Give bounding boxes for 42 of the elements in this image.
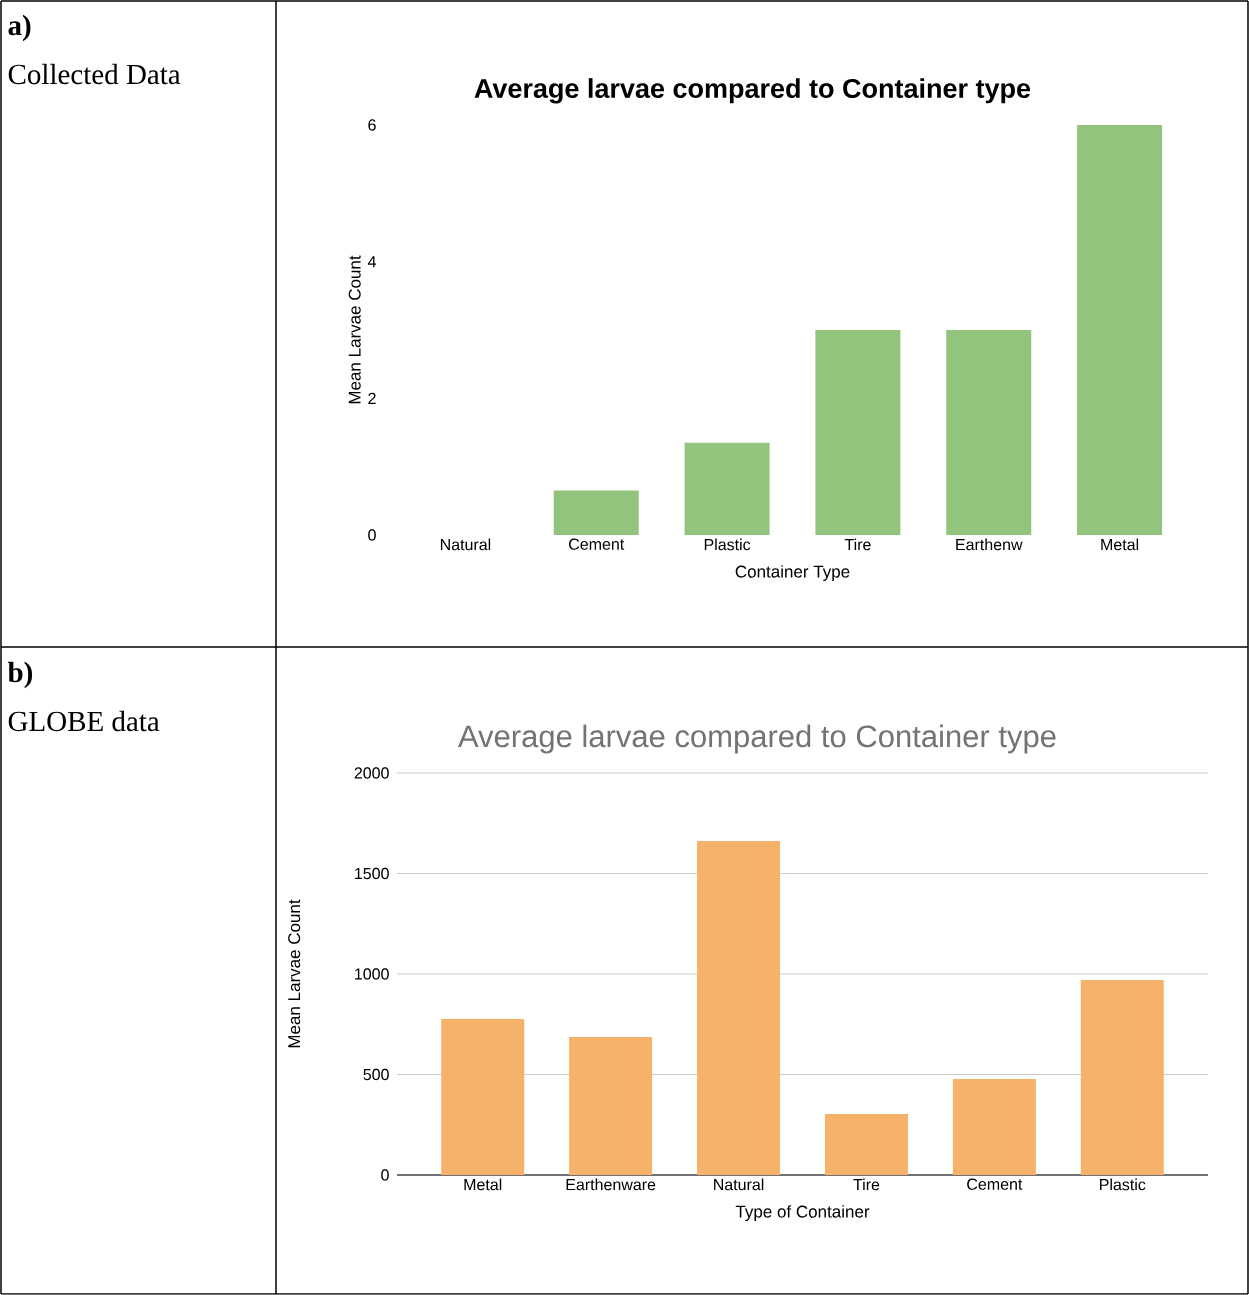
chart-title: Average larvae compared to Container type <box>458 724 1056 754</box>
bar <box>946 329 1032 535</box>
text: Collected Data <box>8 63 181 85</box>
y-tick-label: 4 <box>367 256 376 268</box>
bar <box>952 1078 1036 1175</box>
x-axis-title: Type of Container <box>735 1205 870 1221</box>
y-axis-title: Mean Larvae Count <box>348 255 361 404</box>
bar <box>553 490 639 535</box>
bar <box>697 840 781 1175</box>
y-tick-label: 1000 <box>355 968 389 980</box>
x-tick-label: Earthenware <box>566 1178 656 1191</box>
x-tick-label: Plastic <box>704 538 751 551</box>
x-tick-label: Metal <box>464 1178 502 1191</box>
x-tick-label: Cement <box>967 1178 1023 1190</box>
y-tick-label: 0 <box>381 1169 389 1181</box>
x-axis-title: Container Type <box>735 565 850 581</box>
bar <box>1077 125 1163 535</box>
x-tick-label: Tire <box>853 1178 880 1191</box>
y-tick-label: 6 <box>368 119 376 131</box>
text: b) <box>7 661 33 689</box>
y-axis-title: Mean Larvae Count <box>288 899 301 1048</box>
bar <box>1080 980 1164 1175</box>
y-tick-label: 0 <box>368 529 376 541</box>
x-tick-label: Metal <box>1101 538 1139 551</box>
chart-title: Average larvae compared to Container type <box>474 78 1031 104</box>
bar <box>815 329 901 535</box>
bar <box>824 1114 908 1175</box>
bar <box>569 1036 653 1175</box>
text: GLOBE data <box>8 710 160 732</box>
y-tick-label: 1500 <box>355 867 389 880</box>
bar <box>441 1019 525 1175</box>
x-tick-label: Natural <box>440 538 491 551</box>
y-tick-label: 2 <box>368 392 376 404</box>
y-tick-label: 500 <box>363 1068 389 1081</box>
bar <box>684 442 770 535</box>
y-tick-label: 2000 <box>354 767 389 779</box>
x-tick-label: Tire <box>844 538 871 551</box>
x-tick-label: Natural <box>714 1178 764 1191</box>
text: a) <box>8 14 31 42</box>
x-tick-label: Cement <box>569 538 625 550</box>
x-tick-label: Earthenw <box>956 538 1023 551</box>
x-tick-label: Plastic <box>1100 1178 1146 1191</box>
